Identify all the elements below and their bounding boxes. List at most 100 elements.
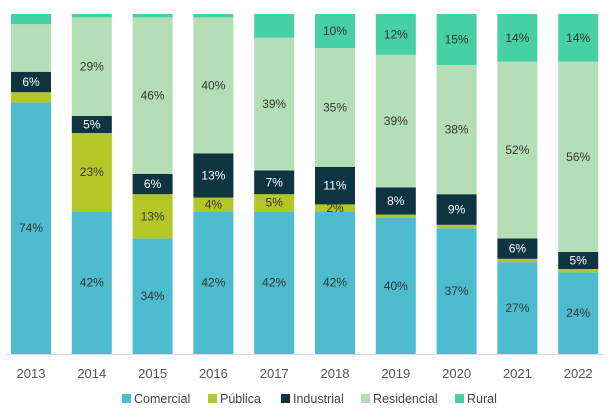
data-label-comercial-2013: 74% [19,221,43,235]
bar-comercial-2017 [254,211,295,354]
legend-swatch-industrial [281,394,290,403]
bar-publica-2017 [254,194,295,212]
bar-industrial-2020 [436,194,477,225]
data-label-publica-2015: 13% [141,209,165,223]
bars-group: 74% 6% 42% 23% 5% 29% 34% 13% 6% 46% 42% 4% 13% 40% 42… [11,14,599,355]
bar-publica-2016 [193,197,234,212]
bar-rural-2022 [558,14,599,62]
bar-industrial-2015 [132,173,173,195]
bar-residencial-2020 [436,65,477,195]
bar-rural-2019 [375,14,416,55]
bar-comercial-2019 [375,218,416,354]
legend-swatch-rural [455,394,464,403]
data-label-comercial-2020: 37% [445,284,469,298]
legend-item-residencial: Residencial [361,392,438,406]
data-label-residencial-2014: 29% [80,60,104,74]
data-label-residencial-2022: 56% [566,150,590,164]
legend-item-publica: Pública [208,392,261,406]
bar-rural-2020 [436,14,477,65]
data-label-comercial-2022: 24% [566,306,590,320]
bar-publica-2022 [558,269,599,273]
legend-label-industrial: Industrial [293,392,344,406]
bar-industrial-2014 [71,116,112,133]
bar-comercial-2020 [436,228,477,354]
bar-industrial-2018 [315,167,355,205]
data-label-comercial-2015: 34% [141,289,165,303]
bar-residencial-2013 [11,24,51,72]
x-tick-label-2017: 2017 [260,366,289,381]
data-label-publica-2017: 5% [266,196,284,210]
data-label-residencial-2017: 39% [262,97,286,111]
bar-residencial-2014 [71,17,112,116]
bar-publica-2015 [132,194,173,239]
bar-rural-2017 [254,14,295,38]
bar-publica-2020 [436,224,477,229]
bar-residencial-2016 [193,17,234,154]
legend: Comercial Pública Industrial Residencial Rur… [122,392,497,406]
data-label-industrial-2020: 9% [448,203,466,217]
bar-comercial-2015 [132,238,173,354]
data-label-industrial-2022: 5% [570,254,588,268]
bar-residencial-2021 [497,61,538,239]
data-label-industrial-2013: 6% [22,75,40,89]
x-tick-label-2014: 2014 [77,366,106,381]
x-tick-label-2020: 2020 [442,366,471,381]
bar-publica-2013 [11,92,51,103]
x-tick-label-2022: 2022 [564,366,593,381]
data-label-industrial-2015: 6% [144,177,162,191]
data-label-industrial-2014: 5% [83,118,101,132]
legend-swatch-publica [208,394,217,403]
bar-publica-2018 [315,204,355,212]
bar-comercial-2016 [193,211,234,354]
bar-comercial-2018 [315,211,355,354]
legend-item-comercial: Comercial [122,392,190,406]
bar-rural-2018 [315,14,355,48]
legend-label-rural: Rural [467,392,497,406]
legend-swatch-residencial [361,394,370,403]
legend-label-comercial: Comercial [134,392,190,406]
x-tick-label-2021: 2021 [503,366,532,381]
bar-residencial-2018 [315,48,355,167]
bar-comercial-2021 [497,262,538,354]
data-label-industrial-2019: 8% [387,194,405,208]
data-label-comercial-2021: 27% [505,301,529,315]
bar-industrial-2017 [254,170,295,195]
data-label-comercial-2016: 42% [201,276,225,290]
bar-industrial-2019 [375,187,416,215]
data-label-residencial-2021: 52% [505,143,529,157]
bar-publica-2014 [71,133,112,212]
bar-residencial-2022 [558,61,599,252]
data-label-comercial-2017: 42% [262,276,286,290]
bar-residencial-2017 [254,37,295,171]
bar-rural-2015 [132,14,173,18]
data-label-residencial-2015: 46% [141,89,165,103]
bar-rural-2021 [497,14,538,62]
x-tick-label-2013: 2013 [17,366,46,381]
bar-industrial-2016 [193,153,234,198]
data-label-residencial-2016: 40% [201,78,225,92]
bar-residencial-2019 [375,54,416,188]
legend-item-rural: Rural [455,392,497,406]
data-label-rural-2019: 12% [384,27,408,41]
bar-rural-2016 [193,14,234,18]
x-tick-label-2016: 2016 [199,366,228,381]
legend-item-industrial: Industrial [281,392,344,406]
bar-industrial-2013 [11,71,51,93]
legend-label-residencial: Residencial [373,392,438,406]
bar-rural-2014 [71,14,112,18]
data-label-industrial-2017: 7% [266,175,284,189]
data-label-publica-2016: 4% [205,197,223,211]
data-label-comercial-2018: 42% [323,276,347,290]
legend-swatch-comercial [122,394,131,403]
data-label-rural-2020: 15% [445,33,469,47]
data-label-residencial-2019: 39% [384,114,408,128]
data-label-comercial-2019: 40% [384,279,408,293]
x-tick-label-2019: 2019 [381,366,410,381]
x-tick-label-2015: 2015 [138,366,167,381]
bar-industrial-2021 [497,238,538,259]
data-label-rural-2018: 10% [323,24,347,38]
data-label-publica-2014: 23% [80,165,104,179]
bar-comercial-2013 [11,102,51,355]
data-label-rural-2021: 14% [505,31,529,45]
